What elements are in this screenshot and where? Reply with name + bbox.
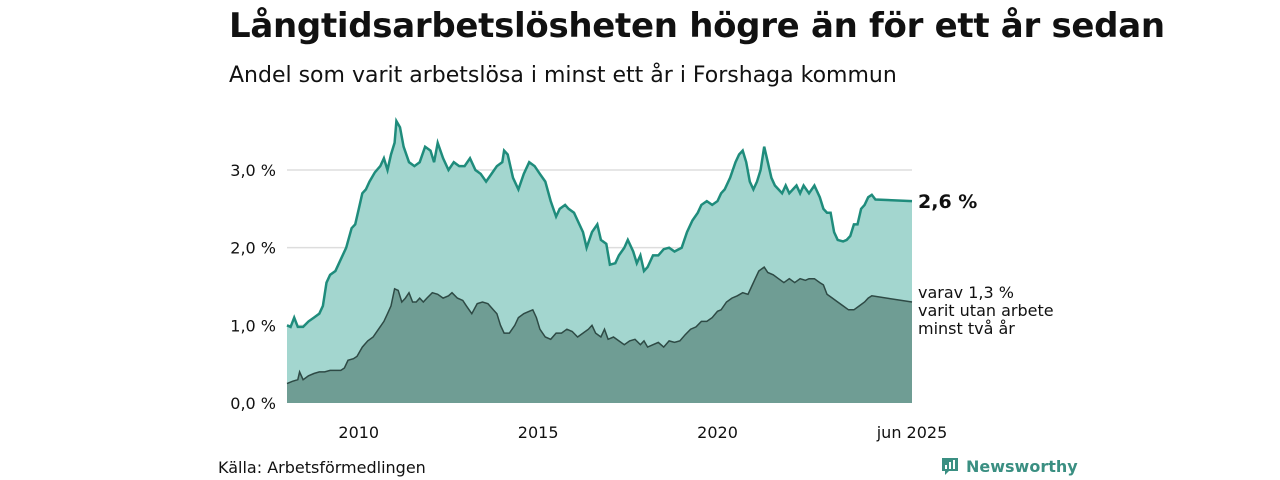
y-tick-label: 3,0 %: [230, 161, 276, 180]
subseries-label-line: minst två år: [918, 319, 1015, 338]
y-axis: 0,0 % 1,0 % 2,0 % 3,0 %: [230, 161, 276, 413]
x-tick-label: 2010: [338, 423, 379, 442]
series-line-total: [286, 117, 913, 329]
y-tick-label: 0,0 %: [230, 394, 276, 413]
brand-logo: Newsworthy: [940, 456, 1078, 476]
x-tick-label: jun 2025: [876, 423, 948, 442]
brand-name: Newsworthy: [966, 456, 1078, 476]
subseries-label-line: varit utan arbete: [918, 301, 1054, 320]
subseries-label: varav 1,3 % varit utan arbete minst två …: [918, 283, 1059, 338]
series-area-two-years: [287, 267, 912, 403]
subseries-label-line: varav 1,3 %: [918, 283, 1014, 302]
chart-subtitle: Andel som varit arbetslösa i minst ett å…: [229, 63, 897, 88]
x-tick-label: 2020: [697, 423, 738, 442]
x-tick-label: 2015: [518, 423, 559, 442]
bar-chart-bubble-icon: [942, 458, 958, 475]
chart-title: Långtidsarbetslösheten högre än för ett …: [229, 6, 1165, 46]
y-tick-label: 1,0 %: [230, 316, 276, 335]
end-value-label: 2,6 %: [918, 191, 977, 213]
x-axis: 2010 2015 2020 jun 2025: [338, 423, 947, 442]
series-line-two-years: [286, 266, 913, 385]
y-tick-label: 2,0 %: [230, 239, 276, 258]
source-note: Källa: Arbetsförmedlingen: [218, 458, 426, 477]
